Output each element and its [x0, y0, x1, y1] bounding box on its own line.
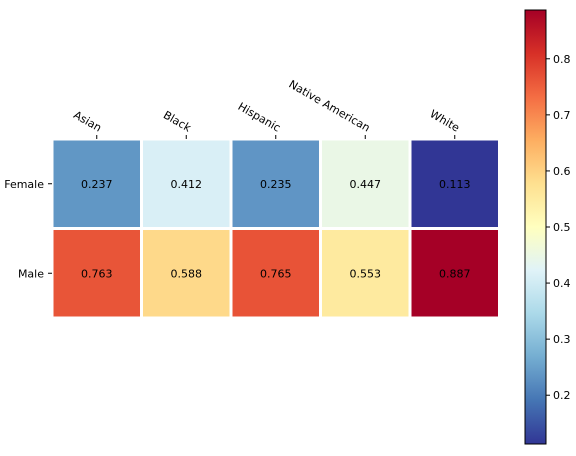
colorbar-tick-label: 0.7	[553, 109, 571, 122]
cell-value-label: 0.113	[439, 178, 471, 191]
x-tick-label-black: Black	[161, 108, 194, 134]
heatmap-cell-male-white	[408, 227, 501, 320]
cell-value-label: 0.412	[171, 178, 203, 191]
cell-value-label: 0.765	[260, 267, 292, 280]
cell-value-label: 0.553	[350, 267, 382, 280]
heatmap-cell-male-black	[140, 227, 233, 320]
colorbar-tick-label: 0.4	[553, 277, 571, 290]
cell-value-label: 0.447	[350, 178, 382, 191]
heatmap-cells: 0.237 0.412 0.235 0.447 0.113 0.763 0.588 0.765…	[50, 137, 501, 320]
x-tick-label-asian: Asian	[71, 108, 104, 134]
colorbar-tick-label: 0.3	[553, 333, 571, 346]
colorbar-tick-label: 0.2	[553, 389, 571, 402]
y-axis-ticks: Female Male	[4, 178, 52, 280]
colorbar-tick-label: 0.6	[553, 165, 571, 178]
x-axis-ticks: Asian Black Hispanic Native American White	[71, 78, 462, 139]
cell-value-label: 0.588	[171, 267, 203, 280]
colorbar-gradient	[524, 9, 547, 445]
y-tick-label-male: Male	[18, 267, 44, 280]
colorbar-tick-label: 0.8	[553, 53, 571, 66]
y-tick-label-female: Female	[4, 178, 44, 191]
cell-value-label: 0.235	[260, 178, 292, 191]
colorbar: 0.2 0.3 0.4 0.5 0.6 0.7 0.8	[524, 9, 571, 445]
cell-value-label: 0.763	[81, 267, 113, 280]
heatmap-cell-male-hispanic	[229, 227, 322, 320]
x-tick-label-white: White	[428, 107, 462, 134]
heatmap-cell-male-native-american	[319, 227, 412, 320]
cell-value-label: 0.237	[81, 178, 113, 191]
x-tick-label-hispanic: Hispanic	[236, 100, 283, 135]
colorbar-tick-label: 0.5	[553, 221, 571, 234]
cell-value-label: 0.887	[439, 267, 471, 280]
x-tick-label-native-american: Native American	[287, 78, 373, 135]
